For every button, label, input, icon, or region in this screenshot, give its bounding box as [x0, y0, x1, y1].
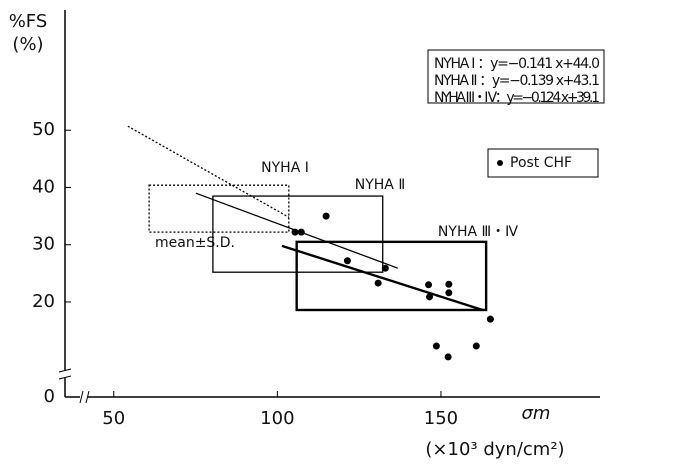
axis-break: [59, 370, 71, 378]
data-point: [343, 257, 351, 265]
legend-box: [487, 148, 599, 178]
x-tick-label: 100: [260, 408, 294, 429]
data-point: [445, 289, 453, 297]
data-point: [472, 342, 480, 350]
y-unit: (%): [12, 34, 43, 55]
x-tick-label: 150: [424, 408, 458, 429]
data-point: [426, 293, 434, 301]
axis-break: [58, 368, 72, 380]
equation: NYHA Ⅲ・Ⅳ：y=−0.124 x+39.1: [434, 90, 600, 106]
regression-line: [127, 125, 290, 218]
equation-box: [427, 49, 605, 104]
data-point: [381, 264, 389, 272]
box-note: mean±S.D.: [155, 235, 235, 251]
data-point: [486, 315, 494, 323]
y-tick-label: 20: [32, 291, 55, 312]
equation: NYHA Ⅰ ：y=−0.141 x+44.0: [434, 56, 600, 72]
y-tick-label: 50: [32, 119, 55, 140]
data-point: [297, 228, 305, 236]
x-tick-label: 50: [102, 408, 125, 429]
box-label: NYHA Ⅲ・Ⅳ: [438, 224, 518, 240]
data-point: [425, 281, 433, 289]
regression-line: [281, 244, 483, 312]
equation: NYHA Ⅱ ：y=−0.139 x+43.1: [434, 73, 600, 89]
data-point: [432, 342, 440, 350]
data-point: [322, 212, 330, 220]
legend-label: Post CHF: [510, 155, 572, 171]
legend-marker: [497, 160, 503, 166]
data-point: [445, 280, 453, 288]
y-tick-label: 40: [32, 176, 55, 197]
x-label: σm: [522, 403, 551, 424]
box-label: NYHA Ⅱ: [355, 177, 405, 193]
data-point: [444, 353, 452, 361]
data-point: [374, 279, 382, 287]
y-label: %FS: [9, 11, 48, 32]
data-point: [291, 228, 299, 236]
x-unit: (×10³ dyn/cm²): [425, 439, 564, 460]
box-label: NYHA Ⅰ: [261, 160, 309, 176]
y-tick-label: 0: [44, 386, 55, 407]
y-tick-label: 30: [32, 234, 55, 255]
sd-box: [148, 184, 290, 233]
sd-box: [295, 240, 488, 312]
axis-break: [80, 391, 88, 403]
axis-break: [79, 390, 90, 404]
